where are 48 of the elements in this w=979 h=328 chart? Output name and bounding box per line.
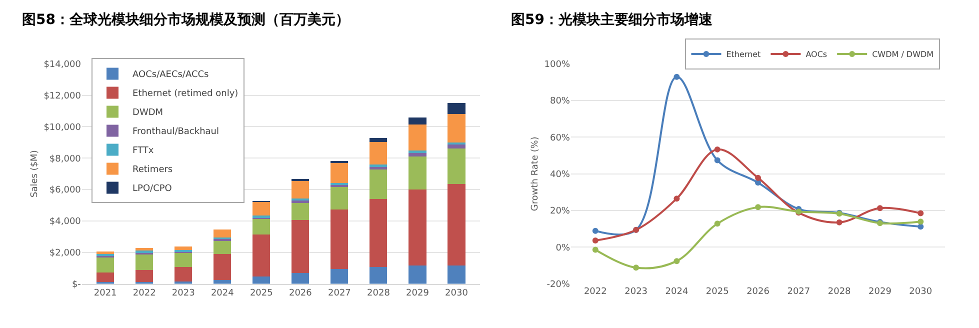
y-tick-label: 80% <box>550 96 570 107</box>
x-tick-label: 2024 <box>210 288 234 299</box>
legend-label: FTTx <box>132 146 154 156</box>
legend-label: DWDM <box>132 108 164 118</box>
y-tick-label: $10,000 <box>44 122 82 133</box>
y-axis-title: Growth Rate (%) <box>530 136 541 212</box>
x-tick-label: 2028 <box>367 288 390 299</box>
x-tick-label: 2028 <box>828 286 852 297</box>
y-tick-label: 0% <box>556 243 570 254</box>
y-tick-label: $12,000 <box>44 91 82 102</box>
x-tick-label: 2021 <box>94 288 117 299</box>
y-tick-label: $2,000 <box>49 248 82 259</box>
y-tick-label: $- <box>72 280 81 290</box>
x-tick-label: 2023 <box>624 286 648 297</box>
x-tick-label: 2025 <box>250 288 273 299</box>
legend-label: Ethernet <box>726 50 761 60</box>
x-tick-label: 2025 <box>706 286 729 297</box>
y-tick-label: 100% <box>544 60 570 70</box>
x-tick-label: 2024 <box>665 286 688 297</box>
x-tick-label: 2022 <box>132 288 156 299</box>
y-tick-label: $6,000 <box>49 186 82 196</box>
y-tick-label: 60% <box>550 133 570 144</box>
y-tick-label: 40% <box>550 170 570 180</box>
x-tick-label: 2022 <box>584 286 607 297</box>
x-tick-label: 2030 <box>445 288 468 299</box>
y-tick-label: -20% <box>546 280 570 290</box>
x-tick-label: 2029 <box>406 288 430 299</box>
x-tick-label: 2030 <box>909 286 932 297</box>
chart-title: 图59：光模块主要细分市场增速 <box>511 11 714 28</box>
x-tick-label: 2027 <box>328 288 351 299</box>
x-tick-label: 2026 <box>288 288 312 299</box>
legend-label: Fronthaul/Backhaul <box>132 127 220 138</box>
x-tick-label: 2023 <box>172 288 195 299</box>
legend-label: AOCs <box>806 50 828 60</box>
y-tick-label: $4,000 <box>49 217 82 228</box>
legend-label: Retimers <box>132 165 173 176</box>
y-axis-title: Sales ($M) <box>30 150 40 198</box>
x-tick-label: 2027 <box>787 286 810 297</box>
y-tick-label: 20% <box>550 206 570 217</box>
legend-label: Ethernet (retimed only) <box>132 89 238 100</box>
x-tick-label: 2029 <box>868 286 892 297</box>
x-tick-label: 2026 <box>746 286 770 297</box>
y-tick-label: $8,000 <box>49 154 82 164</box>
legend-label: LPO/CPO <box>132 184 172 194</box>
chart-title: 图58：全球光模块细分市场规模及预测（百万美元） <box>22 11 350 28</box>
y-tick-label: $14,000 <box>44 60 82 70</box>
legend-label: CWDM / DWDM <box>872 50 934 60</box>
legend-label: AOCs/AECs/ACCs <box>132 70 210 80</box>
